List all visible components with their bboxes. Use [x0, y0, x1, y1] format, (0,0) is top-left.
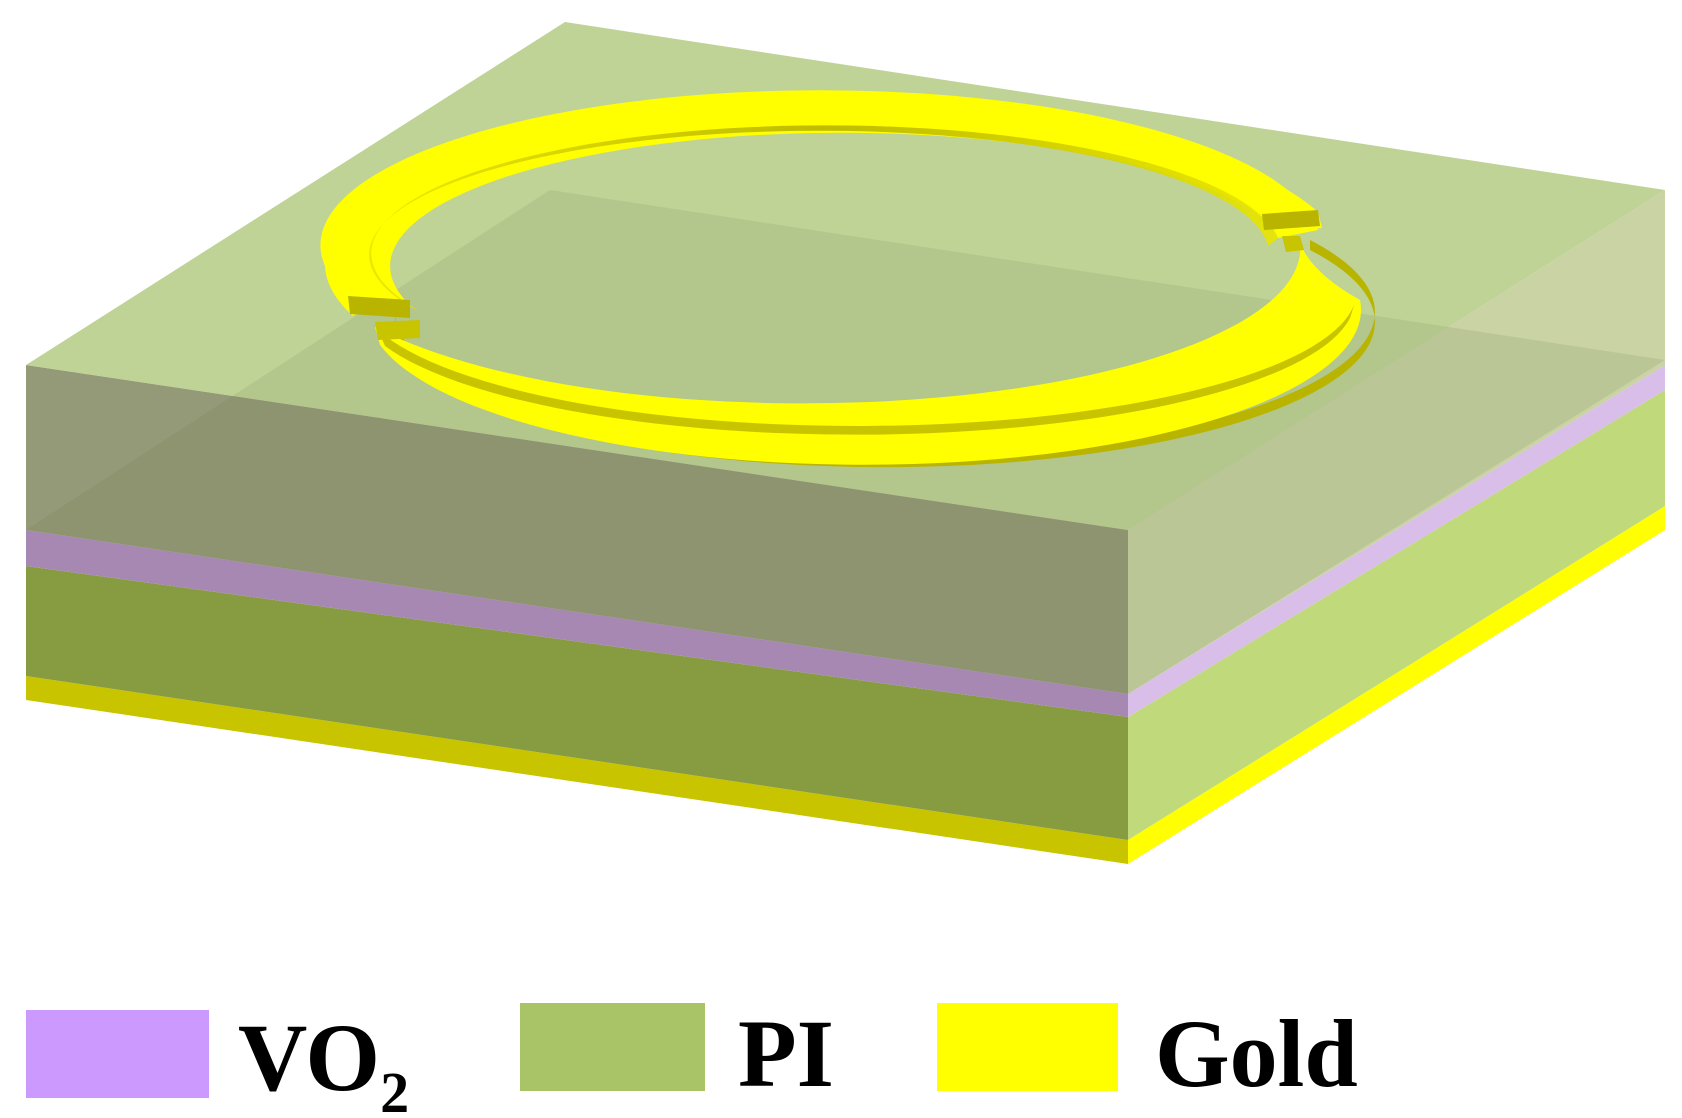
vo2-layer — [26, 365, 1665, 717]
vo2-front-face — [26, 530, 1128, 717]
split-ring-gap-end-right-lower — [1282, 236, 1304, 252]
legend-item-pi: PI — [520, 1000, 834, 1107]
upper-pi-right-face — [1128, 190, 1665, 694]
legend-label-vo2: VO2 — [238, 1004, 409, 1118]
split-ring-gap-end-left-lower — [375, 320, 420, 340]
legend: VO2 PI Gold — [26, 1000, 1358, 1118]
legend-swatch-vo2 — [26, 1010, 209, 1098]
legend-label-gold: Gold — [1155, 1000, 1358, 1107]
lower-pi-right-face — [1128, 390, 1665, 840]
legend-label-pi: PI — [738, 1000, 834, 1107]
upper-pi-front-face — [26, 365, 1128, 694]
legend-swatch-gold — [937, 1003, 1118, 1091]
gold-ground-right-face — [1128, 506, 1665, 864]
legend-label-vo2-subscript: 2 — [380, 1060, 409, 1118]
lower-pi-layer — [26, 390, 1665, 840]
split-ring-gap-end-left-upper — [348, 296, 410, 318]
split-ring-resonator — [320, 90, 1375, 468]
vo2-right-face — [1128, 365, 1665, 717]
lower-pi-front-face — [26, 566, 1128, 840]
gold-ground-layer — [26, 506, 1665, 864]
legend-swatch-pi — [520, 1003, 705, 1091]
split-ring-arc-upper — [325, 104, 1322, 316]
split-ring-gap-end-right-upper — [1262, 210, 1320, 230]
split-ring-top-surface — [320, 90, 1318, 305]
legend-item-vo2: VO2 — [26, 1004, 409, 1118]
gold-ground-front-face — [26, 676, 1128, 864]
legend-item-gold: Gold — [937, 1000, 1358, 1107]
